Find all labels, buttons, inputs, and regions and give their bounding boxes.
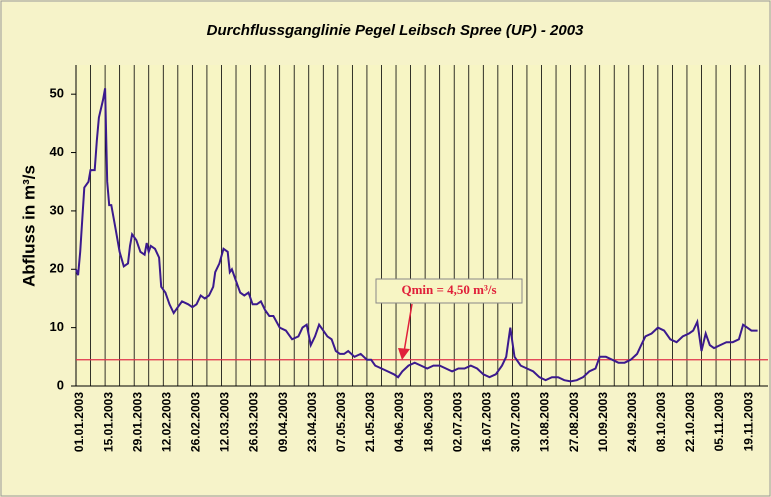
y-tick-label: 10 [50,319,64,334]
x-tick-label: 12.02.2003 [159,392,173,452]
x-tick-label: 29.01.2003 [130,392,144,452]
x-tick-label: 27.08.2003 [567,392,581,452]
x-tick-label: 07.05.2003 [334,392,348,452]
x-tick-label: 22.10.2003 [683,392,697,452]
x-tick-label: 15.01.2003 [101,392,115,452]
x-tick-label: 05.11.2003 [712,392,726,452]
x-tick-label: 19.11.2003 [741,392,755,452]
x-tick-label: 30.07.2003 [509,392,523,452]
annotation: Qmin = 4,50 m³/s [401,282,496,297]
x-tick-label: 08.10.2003 [654,392,668,452]
x-tick-label: 09.04.2003 [276,392,290,452]
annotation-box [375,278,523,304]
x-tick-label: 23.04.2003 [305,392,319,452]
x-tick-label: 18.06.2003 [421,392,435,452]
y-tick-label: 0 [57,377,64,392]
x-tick-label: 01.01.2003 [72,392,86,452]
chart-title: Durchflussganglinie Pegel Leibsch Spree … [207,22,584,39]
x-tick-label: 16.07.2003 [479,392,493,452]
y-tick-label: 30 [50,202,64,217]
data-line [75,88,758,383]
x-tick-label: 26.03.2003 [247,392,261,452]
x-tick-label: 02.07.2003 [450,392,464,452]
x-tick-label: 04.06.2003 [392,392,406,452]
x-tick-label: 10.09.2003 [596,392,610,452]
x-tick-label: 24.09.2003 [625,392,639,452]
arrow-head [398,348,410,360]
x-tick-label: 13.08.2003 [538,392,552,452]
y-tick-label: 40 [50,144,64,159]
plot-area [76,65,768,386]
x-tick-label: 12.03.2003 [218,392,232,452]
y-tick-label: 20 [50,261,64,276]
y-axis-label: Abfluss in m³/s [19,165,38,287]
x-tick-label: 21.05.2003 [363,392,377,452]
y-tick-label: 50 [50,86,64,101]
annotation-arrow [403,303,413,353]
x-tick-label: 26.02.2003 [189,392,203,452]
